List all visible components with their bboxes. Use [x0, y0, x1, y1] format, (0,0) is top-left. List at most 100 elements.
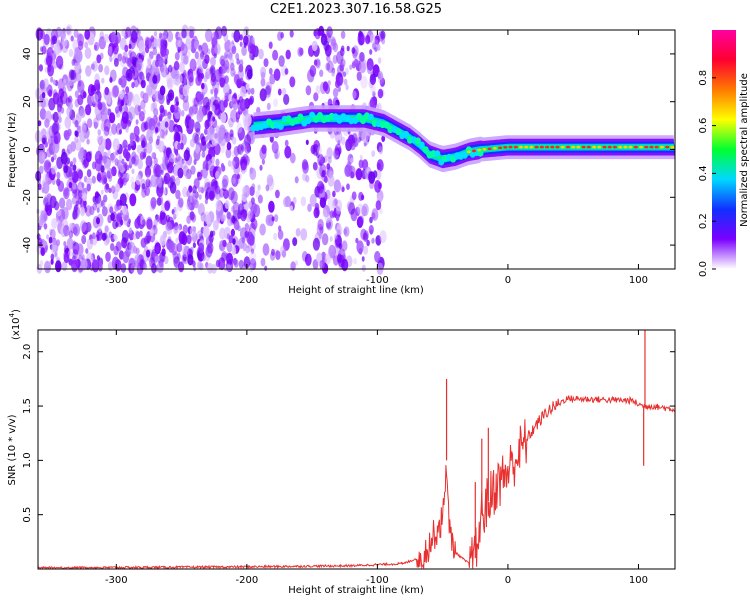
spectrogram-noise-blob [48, 228, 53, 236]
spectrogram-noise-blob [207, 159, 215, 171]
spectrogram-noise-blob [189, 29, 195, 39]
spectrogram-noise-blob [125, 127, 129, 133]
spectrogram-noise-blob [145, 249, 151, 258]
spectrogram-noise-blob [233, 146, 240, 157]
spectrogram-noise-blob [333, 179, 341, 193]
spectrogram-noise-blob [312, 144, 320, 156]
spectrogram-noise-blob [117, 164, 122, 172]
spectrogram-noise-blob [204, 54, 210, 64]
spectrogram-noise-blob [209, 230, 214, 238]
spectrogram-noise-blob [237, 203, 245, 215]
spectrogram-noise-blob [280, 32, 285, 39]
spectrogram-noise-blob [157, 56, 164, 68]
spectrogram-noise-blob [378, 71, 383, 81]
spectrogram-noise-blob [54, 164, 58, 172]
spectrogram-noise-blob [147, 56, 151, 64]
spectrogram-noise-blob [37, 183, 42, 191]
spectrogram-noise-blob [72, 164, 77, 172]
spectrogram-noise-blob [152, 74, 158, 84]
spectrogram-noise-blob [273, 98, 279, 108]
spectrogram-noise-blob [103, 107, 109, 116]
spectrogram-noise-blob [202, 160, 209, 172]
spectrogram-noise-blob [258, 48, 264, 60]
spectrogram-noise-blob [301, 159, 309, 171]
spectrogram-noise-blob [289, 76, 296, 88]
spectrogram-noise-blob [102, 171, 107, 180]
spectrogram-noise-blob [95, 195, 103, 209]
spectrogram-noise-blob [43, 78, 49, 88]
spectrogram-noise-blob [137, 29, 141, 37]
spectrogram-noise-blob [341, 240, 348, 252]
spectrogram-noise-blob [294, 260, 299, 266]
spectrogram-noise-blob [70, 141, 76, 152]
spectrogram-noise-blob [214, 69, 222, 82]
spectrogram-signal-blob [367, 113, 374, 121]
spectrogram-noise-blob [85, 65, 92, 77]
spectrogram-noise-blob [225, 147, 232, 159]
spectrogram-noise-blob [104, 65, 110, 76]
spectrogram-noise-blob [179, 50, 183, 57]
spectrogram-noise-blob [92, 100, 96, 108]
spectrogram-noise-blob [118, 154, 122, 161]
spectrogram-noise-blob [249, 264, 254, 273]
spectrogram-noise-blob [77, 169, 84, 179]
spectrogram-noise-blob [204, 178, 210, 189]
spectrogram-noise-blob [378, 146, 384, 155]
spectrogram-noise-blob [197, 203, 205, 216]
colorbar: 0.0 0.2 0.4 0.6 0.8 Normalized spectral ampl… [698, 30, 750, 277]
spectrogram-noise-blob [159, 113, 163, 121]
spectrogram-noise-blob [42, 181, 50, 194]
spectrogram-noise-blob [66, 115, 70, 122]
spectrogram-noise-blob [223, 99, 228, 108]
spectrogram-noise-blob [213, 103, 221, 116]
spectrogram-noise-blob [72, 242, 80, 255]
spectrogram-noise-blob [232, 136, 237, 145]
spectrogram-noise-blob [49, 195, 57, 209]
spectrogram-signal-blob [403, 130, 410, 138]
spectrogram-noise-blob [198, 233, 204, 241]
spectrogram-signal-core [649, 145, 654, 149]
spectrogram-noise-blob [156, 215, 161, 222]
spectrogram-noise-blob [163, 255, 169, 265]
spectrogram-noise-blob [163, 175, 168, 185]
spectrogram-signal-core [466, 150, 471, 154]
spectrogram-noise-blob [110, 154, 116, 163]
spectrogram-noise-blob [63, 241, 67, 247]
spectrogram-noise-blob [165, 221, 173, 235]
spectrogram-noise-blob [245, 247, 250, 254]
spectrogram-noise-blob [250, 248, 255, 255]
spectrogram-noise-blob [235, 111, 241, 120]
spectrogram-signal-blob [313, 115, 319, 123]
spectrogram-noise-blob [71, 260, 78, 273]
spectrogram-noise-blob [112, 42, 119, 55]
spectrogram-noise-blob [180, 110, 185, 117]
spectrogram-noise-blob [169, 152, 175, 163]
spectrogram-noise-blob [157, 186, 164, 197]
spectrogram-noise-blob [115, 149, 119, 156]
spectrogram-noise-blob [96, 255, 100, 261]
spectrogram-noise-blob [175, 133, 181, 144]
spectrogram-noise-blob [284, 139, 289, 147]
spectrogram-noise-blob [107, 46, 114, 57]
spectrogram-noise-blob [358, 215, 365, 226]
spectrogram-noise-blob [72, 157, 77, 165]
spectrogram-noise-blob [65, 148, 70, 156]
spectrogram-noise-blob [227, 187, 235, 201]
spectrogram-noise-blob [231, 246, 237, 256]
spectrogram-noise-blob [176, 199, 184, 212]
y-tick-label: 2.0 [22, 344, 33, 360]
spectrogram-signal-blob [356, 112, 363, 120]
spectrogram-noise-blob [97, 129, 102, 136]
spectrogram-noise-blob [173, 209, 179, 218]
spectrogram-noise-blob [93, 121, 98, 129]
spectrogram-noise-blob [85, 205, 92, 217]
spectrogram-noise-blob [83, 157, 89, 168]
spectrogram-noise-blob [198, 242, 205, 254]
spectrogram-noise-blob [277, 31, 283, 41]
spectrogram-noise-blob [82, 91, 87, 99]
spectrogram-noise-blob [351, 47, 356, 54]
spectrogram-noise-blob [203, 226, 210, 238]
spectrogram-noise-blob [40, 98, 46, 109]
spectrogram-signal-core [472, 149, 476, 153]
spectrogram-noise-blob [366, 64, 373, 75]
